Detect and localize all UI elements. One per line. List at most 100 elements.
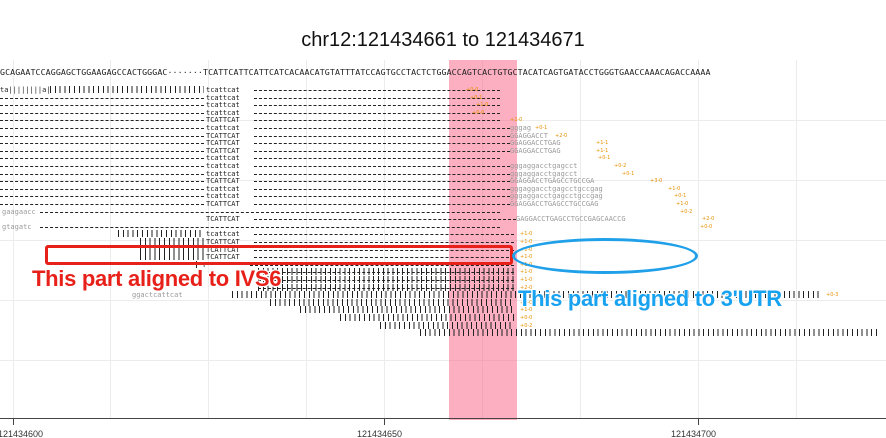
read-repeat-segment: tcattcat — [206, 230, 240, 239]
read-match-ticks — [420, 329, 880, 337]
read-gap — [254, 204, 510, 205]
read-mismatch-ticks — [50, 86, 204, 93]
read-mismatch-ticks — [0, 97, 204, 99]
grid-line — [384, 60, 385, 418]
highlighted-region — [449, 60, 517, 420]
read-edit-tag: +0-2 — [520, 322, 533, 329]
read-gap — [250, 264, 514, 266]
read-edit-tag: +0-1 — [674, 193, 687, 200]
read-edit-tag: +1-0 — [520, 239, 533, 245]
axis-label: 121434600 — [0, 429, 44, 438]
read-edit-tag: +1-0 — [520, 231, 533, 238]
read-mismatch-ticks — [0, 128, 204, 129]
read-repeat-segment: TCATTCAT — [206, 215, 240, 224]
read-mismatch-ticks — [0, 196, 204, 198]
read-gap — [254, 105, 500, 107]
read-right-soft-clip: GGAGGACCTGAGCCTGCCGA — [510, 177, 595, 186]
read-edit-tag: +0-1 — [598, 155, 611, 162]
read-repeat-segment: TCATTCAT — [206, 131, 240, 140]
grid-line — [208, 60, 209, 418]
read-mismatch-ticks — [140, 253, 204, 261]
read-mismatch-ticks — [258, 276, 514, 283]
read-repeat-segment: tcattcat — [206, 162, 240, 170]
read-repeat-segment: tcattcat — [206, 124, 240, 132]
utr-annotation-ellipse — [512, 238, 698, 274]
grid-line — [698, 60, 699, 418]
read-repeat-segment: TCATTCAT — [206, 139, 240, 148]
read-gap — [254, 150, 510, 152]
axis-tick — [13, 419, 14, 425]
read-gap — [258, 272, 514, 274]
grid-line — [0, 360, 886, 361]
axis-tick — [698, 419, 699, 425]
grid-line — [796, 60, 797, 418]
region-title: chr12:121434661 to 121434671 — [301, 29, 585, 51]
read-repeat-segment: TCATTCAT — [206, 238, 240, 246]
read-repeat-segment: TCATTCAT — [206, 146, 240, 155]
read-repeat-segment: TCATTCAT — [206, 177, 240, 186]
read-edit-tag: +2-0 — [510, 117, 523, 124]
read-mismatch-ticks — [140, 245, 204, 253]
read-edit-tag: +0-2 — [614, 163, 627, 169]
read-edit-tag: +3-0 — [650, 178, 663, 185]
read-gap — [254, 143, 510, 145]
axis-label: 121434700 — [671, 429, 717, 438]
read-mismatch-ticks — [0, 150, 204, 152]
read-edit-tag: +1-1 — [596, 140, 609, 147]
read-edit-tag: +1-0 — [520, 269, 533, 276]
read-mismatch-ticks — [118, 230, 204, 238]
read-repeat-segment: tcattcat — [206, 154, 240, 163]
read-gap — [254, 181, 510, 183]
read-edit-tag: +1-0 — [520, 299, 533, 306]
read-right-soft-clip: GGAGGACCTGAG — [510, 139, 561, 148]
ivs6-annotation-box — [45, 245, 513, 265]
read-gap — [254, 97, 500, 99]
read-left-soft-clip: ta||||||||a| — [0, 86, 51, 94]
read-match-ticks — [300, 306, 514, 314]
read-gap — [254, 173, 510, 175]
read-match-ticks — [380, 321, 514, 329]
read-edit-tag: +1-0 — [520, 277, 533, 283]
read-gap — [254, 135, 510, 137]
read-right-soft-clip: gggag — [510, 124, 532, 132]
read-gap — [254, 196, 510, 198]
read-edit-tag: +0-1 — [470, 94, 483, 101]
read-mismatch-ticks — [258, 283, 514, 291]
read-edit-tag: +0-3 — [826, 292, 839, 299]
read-repeat-segment: tcattcat — [206, 169, 240, 178]
read-gap — [254, 128, 510, 129]
read-mismatch-ticks — [0, 135, 204, 137]
read-edit-tag: +1-0 — [668, 185, 681, 192]
read-mismatch-ticks — [0, 143, 204, 145]
read-right-soft-clip: gggaggacctgagcct — [510, 169, 578, 178]
read-gap — [254, 249, 514, 251]
read-gap — [258, 287, 514, 289]
read-right-soft-clip: GGAGGACCTGAGCCTGCCGAG — [510, 200, 599, 208]
read-mismatch-ticks — [0, 188, 204, 190]
read-edit-tag: +0-2 — [680, 208, 693, 215]
read-edit-tag: +0-0 — [700, 223, 713, 230]
read-right-soft-clip: GAGGACCTGAGCCTGCCGAGCAACCG — [516, 215, 626, 224]
read-gap — [254, 158, 500, 160]
read-edit-tag: +0-0 — [472, 109, 485, 116]
read-gap — [254, 188, 510, 190]
read-edit-tag: +1-0 — [520, 307, 533, 314]
read-edit-tag: +1-0 — [476, 102, 489, 109]
grid-line — [110, 60, 111, 418]
genomic-axis — [0, 418, 886, 419]
read-right-soft-clip: GGAGGACCTGAG — [510, 146, 561, 155]
read-right-soft-clip: gggaggacctgagcct — [510, 162, 578, 170]
read-repeat-segment: tcattcat — [206, 192, 240, 201]
read-repeat-segment: TCATTCAT — [206, 253, 240, 262]
utr-annotation-label: This part aligned to 3'UTR — [518, 286, 782, 311]
read-mismatch-ticks — [0, 105, 204, 107]
read-gap — [40, 211, 500, 213]
read-repeat-segment: tcattcat — [206, 86, 240, 94]
read-mismatch-ticks — [0, 120, 204, 122]
read-repeat-segment: tcattcat — [206, 108, 240, 117]
read-right-soft-clip: GGAGGACCT — [510, 131, 548, 140]
axis-label: 121434650 — [357, 429, 403, 438]
read-gap — [258, 280, 514, 281]
read-repeat-segment: tcattcat — [206, 184, 240, 193]
